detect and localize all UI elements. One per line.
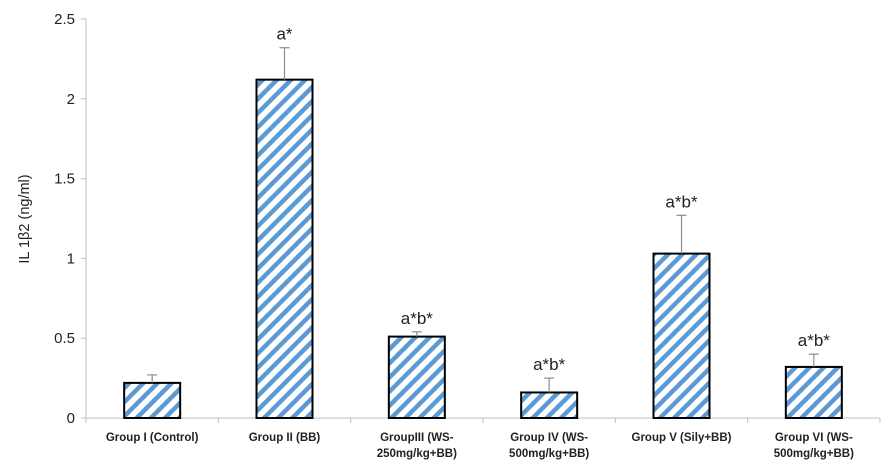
x-tick-label: Group II (BB) [249, 432, 321, 444]
significance-label: a*b* [533, 355, 566, 374]
x-tick-label: Group IV (WS-500mg/kg+BB) [509, 432, 589, 460]
significance-label: a* [276, 25, 292, 44]
y-tick-label: 2 [67, 91, 75, 108]
bars: a* a*b* a*b* a*b* a*b* [123, 25, 843, 420]
x-tick-label: Group I (Control) [106, 432, 199, 444]
bar [520, 391, 579, 419]
significance-label: a*b* [665, 192, 698, 211]
x-axis: Group I (Control) Group II (BB) GroupIII (… [85, 417, 881, 460]
bar [784, 365, 843, 420]
y-tick-label: 2.5 [54, 11, 75, 28]
significance-label: a*b* [798, 331, 831, 350]
x-tick-label: Group VI (WS-500mg/kg+BB) [774, 432, 854, 460]
significance-label: a*b* [401, 309, 434, 328]
bar [387, 335, 446, 420]
y-axis-label: IL 1β2 (ng/ml) [17, 174, 33, 263]
bar [123, 381, 182, 419]
y-tick-label: 1 [67, 250, 75, 267]
y-tick-label: 0.5 [54, 330, 75, 347]
y-axis: 0 0.5 1 1.5 2 2.5 [54, 11, 87, 427]
x-tick-label: Group V (Sily+BB) [632, 432, 732, 444]
y-tick-label: 1.5 [54, 171, 75, 188]
bar [255, 78, 314, 419]
x-tick-label: GroupIII (WS-250mg/kg+BB) [377, 432, 457, 460]
y-tick-label: 0 [67, 410, 75, 427]
bar [652, 252, 711, 419]
